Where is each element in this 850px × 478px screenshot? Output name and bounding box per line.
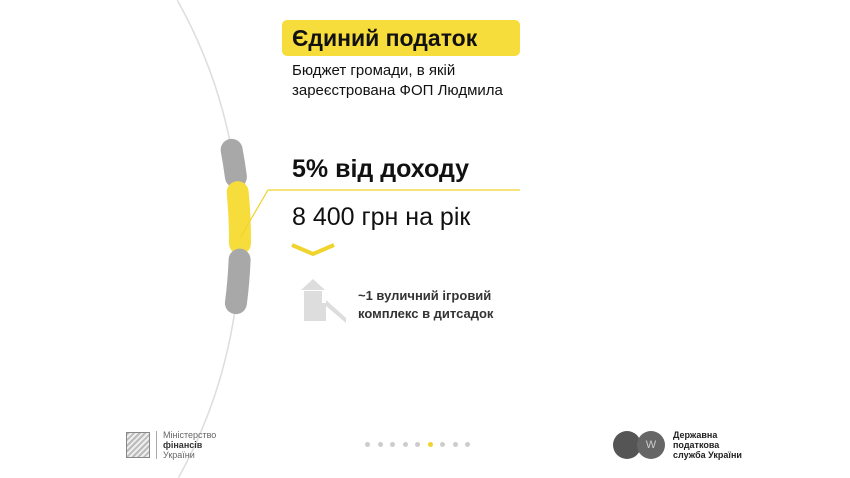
pagination-dot[interactable] [427,442,433,447]
timeline-segment-active[interactable] [226,181,251,255]
playground-icon [301,279,346,323]
ministry-of-finance-logo: Міністерство фінансів України [126,430,216,460]
pagination-dot[interactable] [440,442,445,447]
emblem-icon [126,432,150,458]
trident-icon: W [637,431,665,459]
logo-text: податкова [673,440,720,450]
example-note: ~1 вуличний ігровий комплекс в дитсадок [358,287,493,323]
pagination-dot[interactable] [402,442,408,447]
logo-text: служба України [673,450,742,460]
subtitle-line: зареєстрована ФОП Людмила [292,82,503,99]
logo-text: Державна [673,430,718,440]
pagination-dot[interactable] [377,442,383,447]
logo-text: фінансів [163,440,203,450]
subtitle-line: Бюджет громади, в якій [292,62,456,79]
timeline-segment-previous[interactable] [220,138,247,188]
page-title: Єдиний податок [282,20,520,56]
subtitle: Бюджет громади, в якій зареєстрована ФОП… [292,61,503,101]
tax-rate: 5% від доходу [292,155,470,183]
pagination-dot[interactable] [390,442,395,447]
timeline-segment-next[interactable] [224,248,251,315]
pagination-dot[interactable] [365,442,370,447]
logo-text: Міністерство [163,430,217,440]
pagination-dot[interactable] [415,442,420,447]
example-line: ~1 вуличний ігровий [358,288,492,303]
connector-line [239,189,520,239]
tax-amount: 8 400 грн на рік [292,203,471,231]
divider [156,431,157,459]
example-line: комплекс в дитсадок [358,306,494,321]
logo-text: України [163,450,195,460]
tax-service-logo: W Державна податкова служба України [613,430,742,460]
pagination-dot[interactable] [452,442,458,447]
logo-circle [613,431,641,459]
chevron-down-icon [291,243,335,257]
pagination-dot[interactable] [465,442,470,447]
pagination [365,442,470,447]
